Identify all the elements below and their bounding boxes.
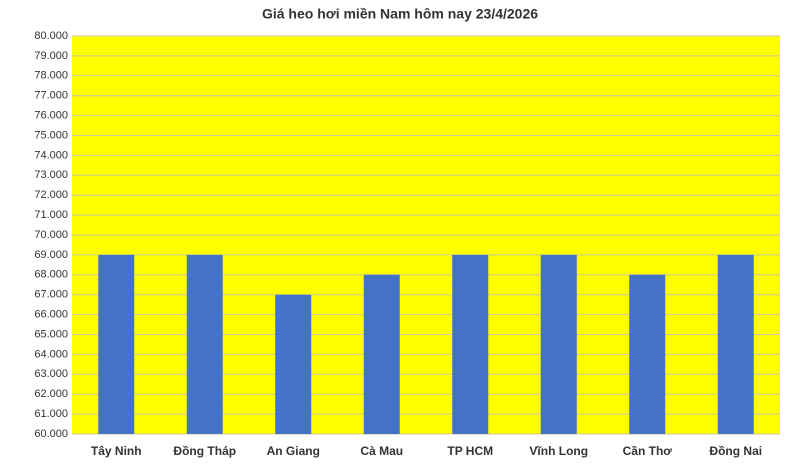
bar — [540, 254, 577, 434]
y-tick-label: 79.000 — [34, 50, 68, 62]
chart-title: Giá heo hơi miền Nam hôm nay 23/4/2026 — [262, 6, 538, 22]
y-tick-label: 61.000 — [34, 408, 68, 420]
bar — [363, 274, 400, 434]
y-tick-label: 77.000 — [34, 90, 68, 102]
y-tick-label: 72.000 — [34, 189, 68, 201]
y-tick-label: 69.000 — [34, 249, 68, 261]
y-tick-label: 62.000 — [34, 388, 68, 400]
x-tick-label: Đồng Nai — [709, 444, 762, 458]
y-tick-label: 74.000 — [34, 149, 68, 161]
x-tick-label: Cà Mau — [360, 444, 403, 458]
x-tick-label: An Giang — [267, 444, 320, 458]
y-tick-label: 70.000 — [34, 229, 68, 241]
y-tick-label: 76.000 — [34, 110, 68, 122]
bar — [629, 274, 666, 434]
y-tick-label: 67.000 — [34, 289, 68, 301]
x-tick-label: Vĩnh Long — [529, 444, 588, 458]
bar — [186, 254, 223, 434]
bar — [452, 254, 489, 434]
bar — [98, 254, 135, 434]
y-tick-label: 63.000 — [34, 368, 68, 380]
y-tick-label: 68.000 — [34, 269, 68, 281]
y-tick-label: 78.000 — [34, 70, 68, 82]
y-tick-label: 71.000 — [34, 209, 68, 221]
x-tick-label: Đồng Tháp — [173, 444, 236, 458]
bar — [717, 254, 754, 434]
x-tick-label: TP HCM — [447, 444, 493, 458]
y-tick-label: 65.000 — [34, 328, 68, 340]
bar — [275, 294, 312, 434]
y-tick-label: 60.000 — [34, 428, 68, 440]
y-tick-label: 66.000 — [34, 309, 68, 321]
y-tick-label: 80.000 — [34, 30, 68, 42]
x-tick-label: Cần Thơ — [623, 444, 673, 458]
x-tick-label: Tây Ninh — [91, 444, 142, 458]
y-tick-label: 73.000 — [34, 169, 68, 181]
y-tick-label: 64.000 — [34, 348, 68, 360]
y-tick-label: 75.000 — [34, 129, 68, 141]
